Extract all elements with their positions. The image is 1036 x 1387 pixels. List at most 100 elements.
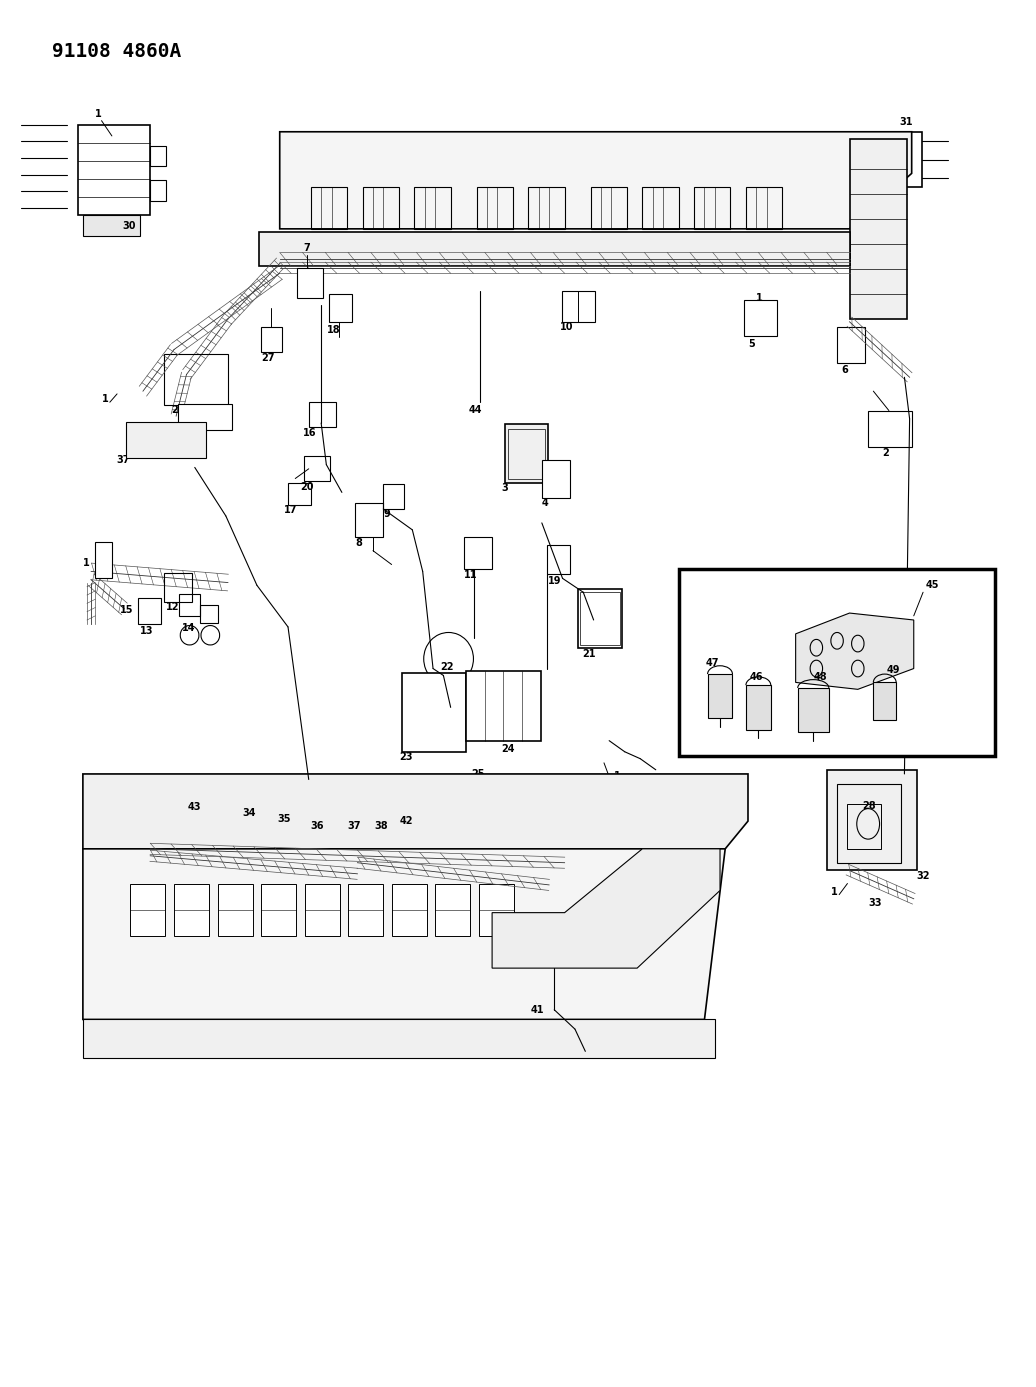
Text: 1: 1 (756, 293, 764, 302)
Text: 37: 37 (347, 821, 362, 831)
Bar (580, 592, 620, 645)
Text: 38: 38 (374, 821, 388, 831)
Bar (847, 804, 881, 849)
Text: 43: 43 (188, 802, 202, 811)
Bar (464, 537, 492, 569)
Text: 8: 8 (355, 538, 363, 548)
Text: 15: 15 (120, 605, 134, 614)
Bar (218, 884, 253, 936)
Text: 41: 41 (530, 1004, 544, 1014)
Bar (178, 404, 232, 430)
Bar (309, 402, 336, 427)
Bar (261, 884, 296, 936)
Text: 10: 10 (559, 322, 573, 331)
Bar (150, 146, 166, 166)
Bar (126, 422, 206, 458)
Text: 21: 21 (582, 649, 596, 659)
Text: 44: 44 (468, 405, 482, 415)
Bar (311, 187, 347, 229)
Bar (305, 884, 340, 936)
Text: 7: 7 (304, 243, 310, 252)
Bar (355, 503, 383, 537)
Text: 4: 4 (542, 498, 549, 508)
Bar (746, 685, 771, 730)
Bar (708, 674, 732, 718)
Bar (259, 232, 850, 266)
Polygon shape (796, 613, 914, 689)
Bar (288, 483, 311, 505)
Text: 46: 46 (750, 671, 764, 681)
Text: 1: 1 (95, 108, 102, 118)
Bar (414, 187, 451, 229)
Bar (694, 187, 730, 229)
Bar (466, 671, 541, 741)
Text: 23: 23 (399, 752, 412, 761)
Bar (642, 187, 679, 229)
Bar (164, 573, 192, 602)
Bar (83, 215, 140, 236)
Text: 40: 40 (616, 910, 630, 920)
Bar (827, 770, 917, 870)
Text: 35: 35 (277, 814, 291, 824)
Bar (392, 884, 427, 936)
Text: 49: 49 (887, 664, 900, 674)
Bar (746, 187, 782, 229)
Bar (860, 132, 922, 187)
Bar (837, 784, 901, 863)
Bar (798, 688, 829, 732)
Text: 34: 34 (241, 807, 256, 817)
Bar (130, 884, 165, 936)
Bar (383, 484, 404, 509)
Text: 1: 1 (831, 886, 838, 896)
Bar (528, 187, 565, 229)
Bar (435, 884, 470, 936)
Polygon shape (83, 849, 725, 1019)
Text: 37: 37 (116, 455, 130, 465)
Text: 27: 27 (261, 352, 275, 362)
Text: 2: 2 (883, 448, 890, 458)
Text: 28: 28 (862, 800, 875, 810)
Text: 19: 19 (548, 576, 562, 585)
Bar (578, 589, 622, 648)
Bar (508, 429, 545, 479)
Text: 25: 25 (471, 768, 485, 778)
Bar (868, 411, 912, 447)
Text: 24: 24 (501, 743, 515, 753)
Bar (850, 139, 906, 319)
Bar (150, 180, 166, 201)
Text: 1: 1 (614, 771, 622, 781)
Text: 48: 48 (813, 671, 827, 681)
Bar (200, 605, 218, 623)
Text: 30: 30 (122, 221, 137, 230)
Bar (505, 424, 548, 483)
Bar (83, 1019, 715, 1058)
Text: 18: 18 (327, 325, 341, 334)
Text: 31: 31 (899, 117, 913, 126)
Bar (297, 268, 323, 298)
Text: 9: 9 (383, 509, 391, 519)
Text: 11: 11 (464, 570, 478, 580)
Bar (479, 884, 514, 936)
Bar (138, 598, 161, 624)
Bar (261, 327, 282, 352)
Text: 33: 33 (868, 897, 882, 907)
Text: 12: 12 (166, 602, 179, 612)
Text: 91108 4860A: 91108 4860A (52, 42, 181, 61)
Text: 14: 14 (182, 623, 196, 632)
Text: 42: 42 (399, 816, 413, 825)
Text: 36: 36 (310, 821, 324, 831)
Bar (329, 294, 352, 322)
Bar (873, 682, 896, 720)
Text: 13: 13 (140, 626, 153, 635)
Bar (744, 300, 777, 336)
Bar (174, 884, 209, 936)
Text: 1: 1 (83, 558, 90, 567)
Bar (95, 542, 112, 578)
Bar (837, 327, 865, 363)
Text: 47: 47 (706, 657, 719, 667)
Text: 29: 29 (183, 431, 197, 441)
Text: 3: 3 (501, 483, 509, 492)
Bar (304, 456, 330, 481)
Text: 32: 32 (917, 871, 930, 881)
Bar (562, 291, 595, 322)
